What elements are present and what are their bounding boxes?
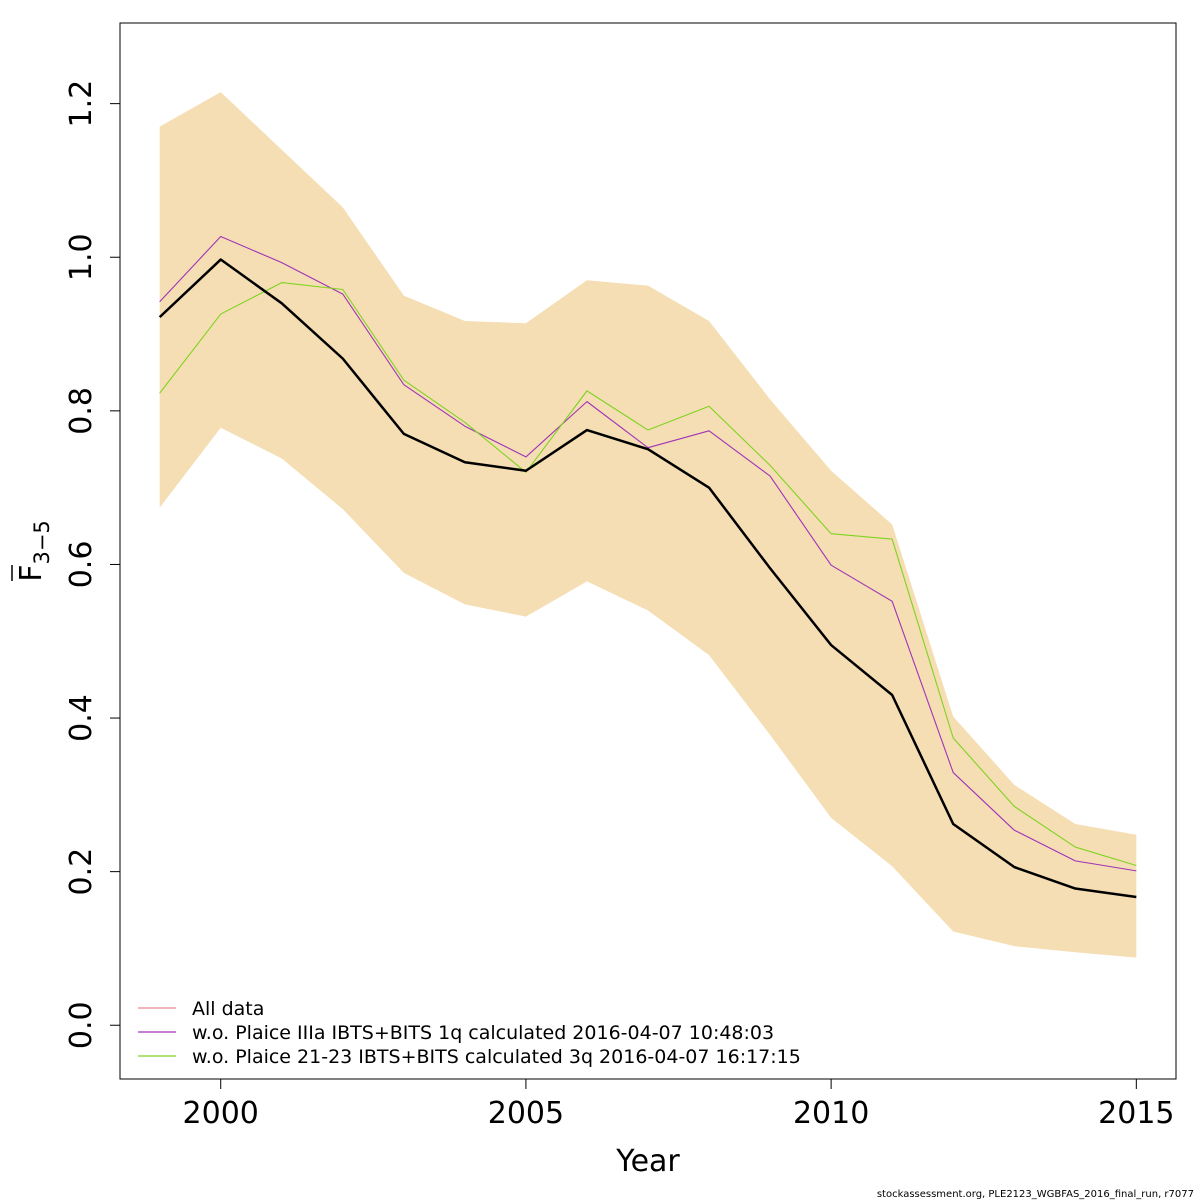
x-tick-label: 2015 xyxy=(1098,1096,1174,1131)
legend-label-1: w.o. Plaice IIIa IBTS+BITS 1q calculated… xyxy=(192,1022,774,1044)
y-tick-label: 0.0 xyxy=(64,1001,99,1049)
plot-area xyxy=(158,92,1137,958)
y-tick-label: 0.6 xyxy=(64,541,99,589)
y-axis-label-main: F xyxy=(14,565,49,582)
x-axis: 2000 2005 2010 2015 xyxy=(183,1079,1175,1131)
x-tick-label: 2010 xyxy=(793,1096,869,1131)
y-tick-label: 0.8 xyxy=(64,387,99,435)
legend-label-0: All data xyxy=(192,998,264,1020)
y-axis-label: F3−5 xyxy=(14,520,54,582)
y-tick-label: 1.0 xyxy=(64,233,99,281)
x-tick-label: 2005 xyxy=(488,1096,564,1131)
y-tick-label: 1.2 xyxy=(64,80,99,128)
y-axis-label-sub: 3−5 xyxy=(30,520,54,564)
legend-label-2: w.o. Plaice 21-23 IBTS+BITS calculated 3… xyxy=(192,1046,801,1068)
x-tick-label: 2000 xyxy=(183,1096,259,1131)
y-tick-label: 0.2 xyxy=(64,848,99,896)
x-axis-label: Year xyxy=(615,1144,680,1179)
series-line-0 xyxy=(158,258,1137,899)
footer-credit: stockassessment.org, PLE2123_WGBFAS_2016… xyxy=(877,1189,1194,1200)
y-tick-label: 0.4 xyxy=(64,694,99,742)
confidence-band xyxy=(159,92,1137,958)
series-line-2 xyxy=(159,282,1137,867)
y-axis: 0.0 0.2 0.4 0.6 0.8 1.0 1.2 xyxy=(64,80,120,1049)
plot-frame xyxy=(119,22,1177,1080)
series-line-1 xyxy=(159,235,1137,872)
